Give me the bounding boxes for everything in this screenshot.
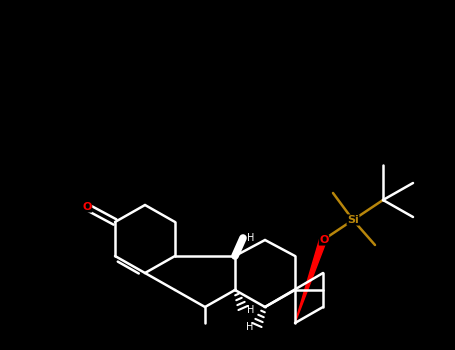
Text: O: O <box>82 202 92 212</box>
Text: H: H <box>247 305 254 315</box>
Text: O: O <box>319 235 329 245</box>
Polygon shape <box>295 239 326 323</box>
Text: H: H <box>247 233 254 243</box>
Text: H: H <box>246 322 253 332</box>
Text: Si: Si <box>347 215 359 225</box>
